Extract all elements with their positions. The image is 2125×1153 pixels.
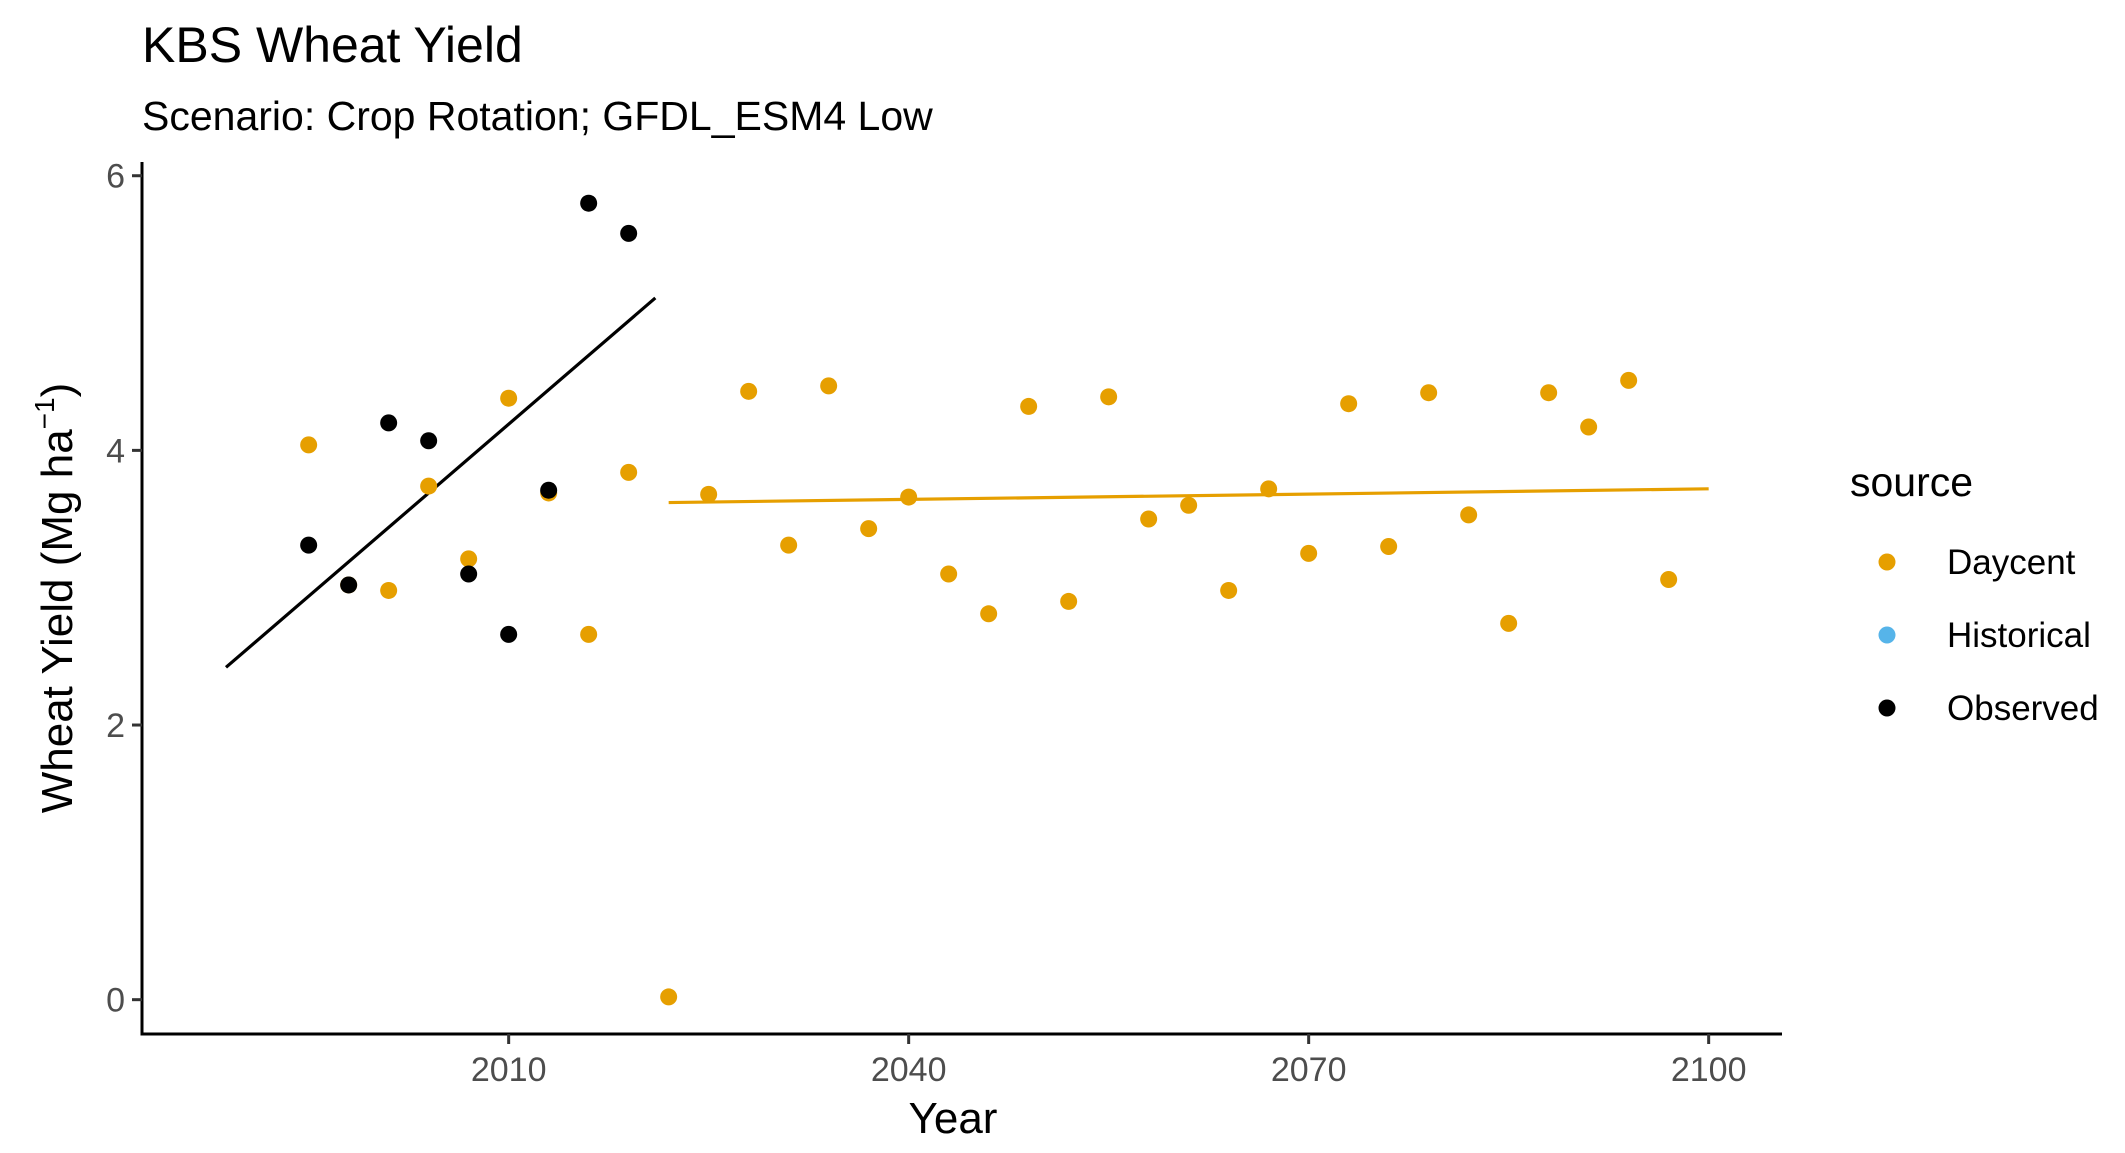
point-daycent: [420, 477, 438, 495]
point-daycent: [660, 988, 678, 1006]
point-daycent: [1460, 506, 1478, 524]
point-observed: [420, 432, 438, 450]
legend-label-observed: Observed: [1947, 689, 2099, 728]
point-daycent: [500, 389, 518, 407]
point-observed: [380, 414, 398, 432]
x-axis-title: Year: [909, 1094, 998, 1143]
point-daycent: [1500, 614, 1518, 632]
x-tick-label: 2100: [1671, 1051, 1747, 1089]
y-tick-label: 6: [106, 158, 125, 196]
point-daycent: [1140, 510, 1158, 528]
point-observed: [460, 565, 478, 583]
point-daycent: [1660, 570, 1678, 588]
legend-key-historical: [1878, 626, 1896, 644]
point-observed: [500, 625, 518, 643]
point-daycent: [1180, 496, 1198, 514]
legend-key-observed: [1878, 699, 1896, 717]
point-daycent: [300, 436, 318, 454]
legend-label-daycent: Daycent: [1947, 543, 2076, 582]
trend-line-observed: [224, 296, 657, 669]
point-daycent: [940, 565, 958, 583]
chart-title: KBS Wheat Yield: [142, 17, 523, 73]
point-daycent: [1020, 397, 1038, 415]
y-axis-title-close: ): [33, 383, 82, 398]
point-daycent: [1580, 418, 1598, 436]
point-daycent: [740, 382, 758, 400]
point-daycent: [980, 605, 998, 623]
y-axis-ticks: 0 2 4 6: [106, 158, 142, 1020]
plot-area: [224, 194, 1709, 1006]
y-tick-label: 0: [106, 982, 125, 1020]
point-daycent: [1540, 384, 1558, 402]
point-daycent: [1300, 544, 1318, 562]
legend: source Daycent Historical Observed: [1850, 459, 2099, 728]
point-daycent: [1420, 384, 1438, 402]
y-axis-title-sup: −1: [29, 397, 60, 429]
point-daycent: [580, 625, 598, 643]
y-axis-title-main: Wheat Yield (Mg ha: [33, 429, 82, 813]
point-observed: [620, 224, 638, 242]
point-daycent: [1220, 581, 1238, 599]
legend-label-historical: Historical: [1947, 616, 2091, 655]
point-daycent: [700, 485, 718, 503]
y-axis-title: Wheat Yield (Mg ha−1): [29, 383, 82, 814]
legend-key-daycent: [1878, 553, 1896, 571]
x-tick-label: 2010: [471, 1051, 547, 1089]
point-daycent: [620, 463, 638, 481]
point-daycent: [1620, 371, 1638, 389]
point-observed: [540, 481, 558, 499]
point-observed: [300, 536, 318, 554]
trend-line-daycent: [668, 487, 1709, 505]
point-daycent: [1100, 388, 1118, 406]
y-tick-label: 4: [106, 432, 125, 470]
point-daycent: [860, 520, 878, 538]
legend-title: source: [1850, 459, 1973, 505]
point-observed: [580, 194, 598, 212]
data-points: [300, 194, 1678, 1006]
point-daycent: [1380, 538, 1398, 556]
x-axis-ticks: 2010 2040 2070 2100: [471, 1034, 1747, 1089]
point-daycent: [900, 488, 918, 506]
y-tick-label: 2: [106, 707, 125, 745]
x-tick-label: 2070: [1271, 1051, 1347, 1089]
legend-items: Daycent Historical Observed: [1878, 543, 2099, 728]
point-observed: [340, 576, 358, 594]
point-daycent: [820, 377, 838, 395]
point-daycent: [460, 550, 478, 568]
point-daycent: [1340, 395, 1358, 413]
point-daycent: [380, 581, 398, 599]
point-daycent: [1060, 592, 1078, 610]
trend-lines: [224, 296, 1709, 669]
chart-subtitle: Scenario: Crop Rotation; GFDL_ESM4 Low: [142, 93, 933, 139]
point-daycent: [1260, 480, 1278, 498]
point-daycent: [780, 536, 798, 554]
x-tick-label: 2040: [871, 1051, 947, 1089]
